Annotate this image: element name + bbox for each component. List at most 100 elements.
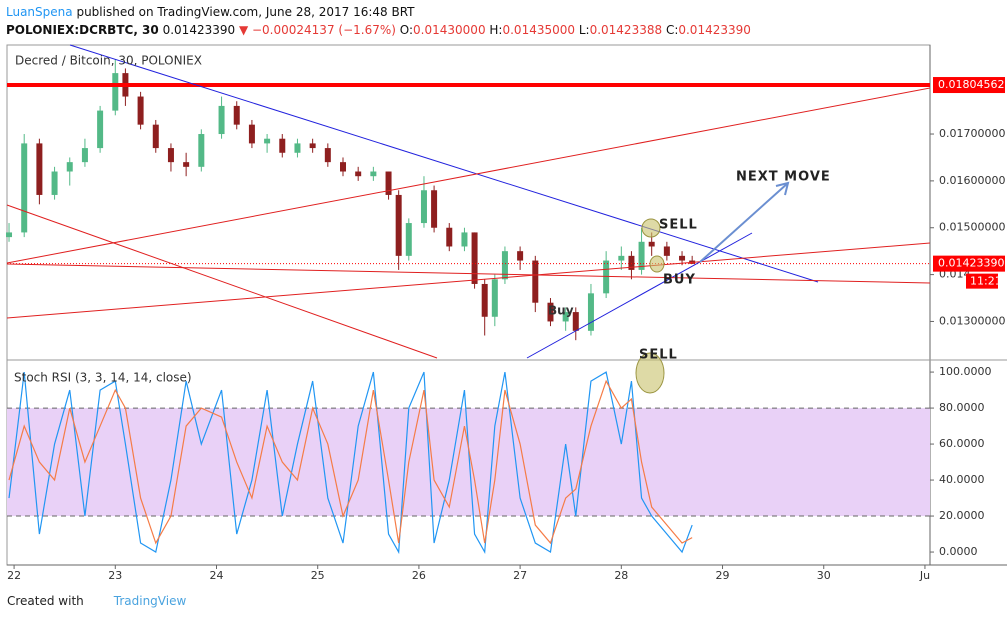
- x-tick-label: 22: [7, 569, 21, 582]
- last-price: 0.01423390: [162, 23, 236, 37]
- candle-body: [618, 255, 625, 261]
- pane-title: Decred / Bitcoin, 30, POLONIEX: [15, 54, 202, 68]
- trendline: [6, 263, 931, 284]
- arrow-head: [775, 181, 790, 196]
- candle-body: [395, 194, 402, 256]
- candle-body: [603, 260, 610, 294]
- candle-body: [491, 279, 498, 317]
- ohlc: O:0.01430000 H:0.01435000 L:0.01423388 C…: [400, 23, 751, 37]
- trendline: [6, 87, 931, 264]
- candle-body: [420, 190, 427, 224]
- candle-body: [405, 223, 412, 256]
- candle-body: [66, 162, 73, 172]
- ohlc-key: O:: [399, 23, 414, 37]
- x-tick-label: 23: [108, 569, 122, 582]
- author[interactable]: LuanSpena: [6, 5, 73, 19]
- brand[interactable]: TradingView: [113, 594, 187, 608]
- trendline: [6, 204, 438, 359]
- series-line: [8, 371, 693, 555]
- candle-body: [137, 96, 144, 125]
- candle-body: [648, 241, 655, 247]
- created-with: Created with: [7, 594, 84, 608]
- highlight: [635, 352, 665, 394]
- candle-body: [97, 110, 104, 149]
- annotation: Buy: [548, 304, 574, 318]
- published: published on TradingView.com, June 28, 2…: [76, 5, 415, 19]
- candle-body: [233, 105, 240, 125]
- ohlc-value: 0.01423390: [678, 23, 751, 37]
- countdown-box: [966, 273, 998, 289]
- series-line: [8, 379, 693, 545]
- candle-body: [481, 283, 488, 317]
- candle-body: [218, 105, 225, 135]
- candle-body: [587, 293, 594, 331]
- ohlc-value: 0.01435000: [502, 23, 576, 37]
- candle-body: [198, 134, 205, 167]
- trendline: [69, 44, 819, 283]
- candle-body: [679, 255, 686, 261]
- marks: [6, 59, 930, 555]
- annotation: NEXT MOVE: [736, 170, 831, 185]
- x-tick-label: 24: [209, 569, 223, 582]
- candle-body: [183, 162, 190, 167]
- ohlc-value: 0.01423388: [589, 23, 663, 37]
- candle-body: [431, 190, 438, 228]
- candle-body: [248, 124, 255, 144]
- ohlc-key: L:: [578, 23, 590, 37]
- y-tick-label: 60.0000: [939, 437, 985, 450]
- x-tick-label: 29: [716, 569, 730, 582]
- candle-body: [152, 124, 159, 149]
- annotation: SELL: [659, 218, 698, 233]
- candle-body: [532, 260, 539, 303]
- price-label-box: [933, 77, 1005, 94]
- trendline: [526, 232, 753, 359]
- candle-body: [324, 148, 331, 163]
- candle-body: [517, 251, 524, 261]
- candle-body: [628, 255, 635, 270]
- price-label: 0.01423390: [938, 257, 1004, 270]
- x-tick-label: 25: [311, 569, 325, 582]
- band: [7, 408, 930, 517]
- candle-body: [51, 171, 58, 195]
- candle-body: [370, 171, 377, 177]
- header-line: LuanSpena published on TradingView.com, …: [6, 3, 751, 21]
- header: LuanSpena published on TradingView.com, …: [6, 3, 751, 39]
- candle-body: [471, 232, 478, 284]
- highlight: [641, 218, 661, 238]
- x-tick-label: 30: [817, 569, 831, 582]
- x-tick-label: 26: [412, 569, 426, 582]
- x-tick-label: 27: [513, 569, 527, 582]
- annotation: BUY: [663, 273, 696, 288]
- y-tick-label: 0.01500000: [939, 221, 1005, 234]
- candle-body: [638, 241, 645, 270]
- y-tick-label: 80.0000: [939, 401, 985, 414]
- arrow: [699, 182, 789, 263]
- candle-body: [340, 162, 347, 172]
- candle-body: [461, 232, 468, 247]
- candle-body: [663, 246, 670, 256]
- symbol: POLONIEX:DCRBTC, 30: [6, 23, 159, 37]
- trendline: [6, 242, 931, 319]
- candle-body: [81, 148, 88, 163]
- candle-body: [309, 143, 316, 149]
- candle-body: [264, 138, 271, 144]
- backgrounds: [7, 407, 930, 517]
- candle-body: [6, 232, 13, 238]
- candle-body: [501, 251, 508, 280]
- symbol-line: POLONIEX:DCRBTC, 30 0.01423390 ▼ −0.0002…: [6, 21, 751, 39]
- ohlc-key: H:: [489, 23, 503, 37]
- annotation: SELL: [639, 348, 678, 363]
- x-tick-label: Ju: [919, 569, 930, 582]
- ohlc-value: 0.01430000: [413, 23, 486, 37]
- candle-body: [355, 171, 362, 177]
- candle-body: [562, 312, 569, 322]
- drawings: [6, 44, 931, 394]
- countdown: 11:21: [970, 275, 1002, 288]
- candle-body: [385, 171, 392, 195]
- price-label-box: [933, 255, 1005, 272]
- y-tick-label: 20.0000: [939, 509, 985, 522]
- y-tick-label: 0.01600000: [939, 174, 1005, 187]
- candle-body: [446, 227, 453, 247]
